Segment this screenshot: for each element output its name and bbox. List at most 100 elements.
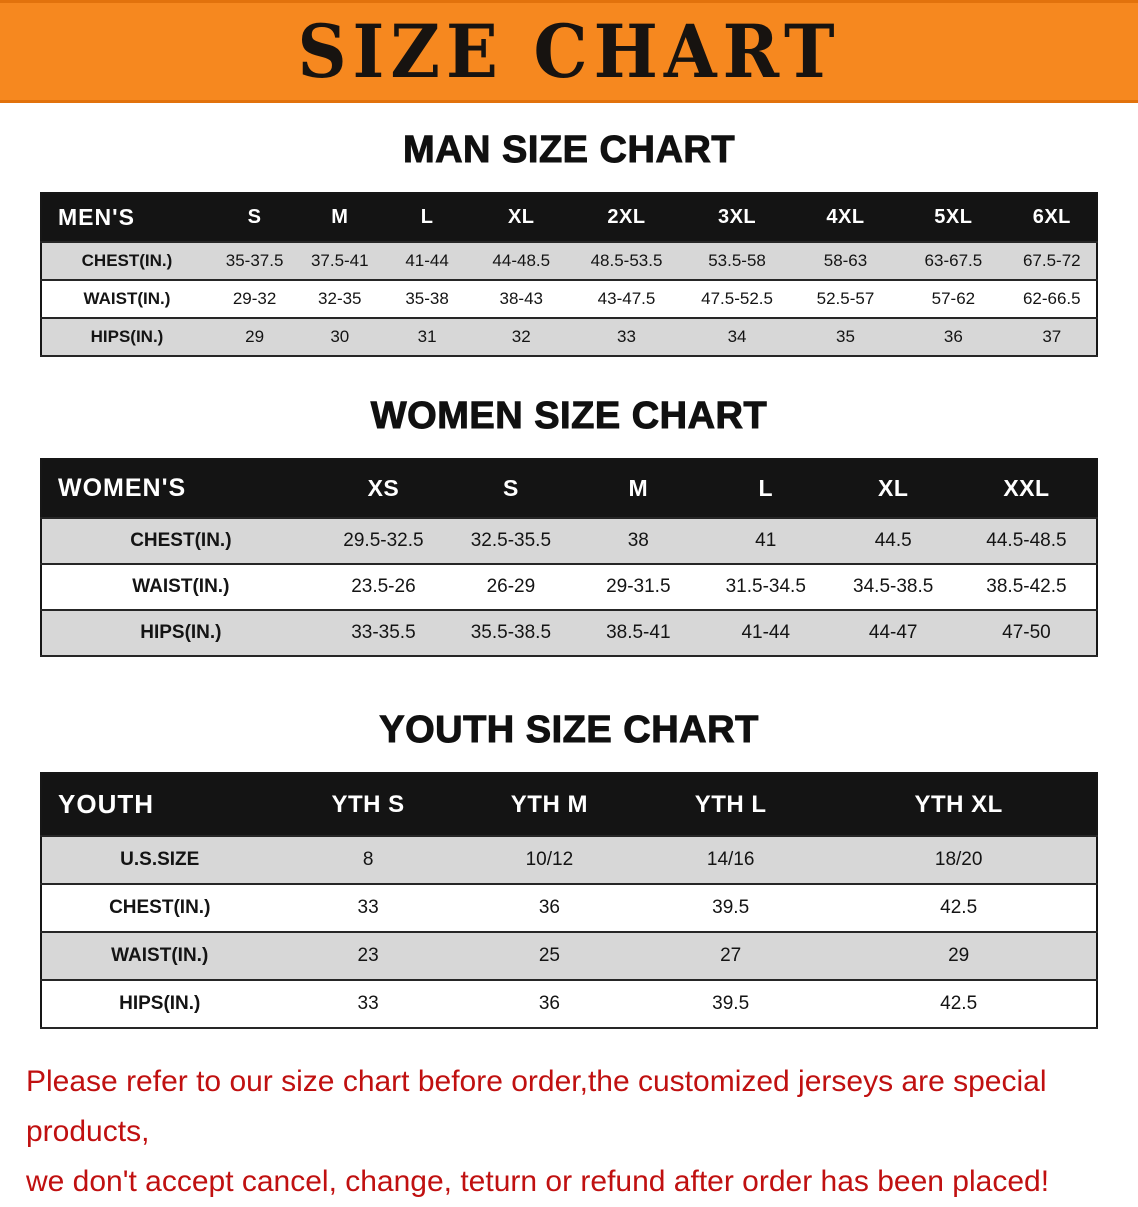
size-value-cell: 33 — [277, 980, 459, 1029]
size-value-cell: 18/20 — [821, 836, 1097, 885]
size-value-cell: 48.5-53.5 — [570, 242, 683, 281]
size-header-cell: 6XL — [1007, 193, 1097, 243]
size-value-cell: 25 — [458, 932, 641, 981]
size-value-cell: 41-44 — [382, 242, 472, 281]
size-header-cell: 4XL — [791, 193, 900, 243]
size-value-cell: 44-48.5 — [471, 242, 571, 281]
size-table-row: HIPS(IN.) 33-35.5 35.5-38.5 38.5-41 41-44 44-… — [41, 610, 1097, 657]
size-value-cell: 30 — [297, 318, 383, 357]
size-value-cell: 34 — [682, 318, 792, 357]
size-value-cell: 44.5 — [829, 518, 957, 565]
men-section-heading: MAN SIZE CHART — [402, 129, 736, 172]
size-header-cell: XL — [829, 459, 957, 519]
size-header-cell: YTH L — [640, 773, 822, 837]
size-value-cell: 43-47.5 — [570, 280, 683, 319]
size-value-cell: 35-37.5 — [212, 242, 298, 281]
size-header-cell: YTH XL — [821, 773, 1097, 837]
size-value-cell: 8 — [277, 836, 459, 885]
size-chart-banner: SIZE CHART — [0, 0, 1138, 103]
size-table-row: WAIST(IN.) 29-32 32-35 35-38 38-43 43-47.5 47.… — [41, 280, 1097, 319]
size-value-cell: 44-47 — [829, 610, 957, 657]
size-value-cell: 23 — [277, 932, 459, 981]
size-table-row: HIPS(IN.) 33 36 39.5 42.5 — [41, 980, 1097, 1029]
size-value-cell: 35.5-38.5 — [447, 610, 575, 657]
size-value-cell: 34.5-38.5 — [829, 564, 957, 611]
size-header-cell: M — [297, 193, 383, 243]
table-title-cell: YOUTH — [41, 773, 278, 837]
size-value-cell: 33 — [277, 884, 459, 933]
size-value-cell: 33-35.5 — [319, 610, 448, 657]
size-value-cell: 36 — [458, 980, 641, 1029]
size-header-cell: S — [212, 193, 298, 243]
size-value-cell: 39.5 — [640, 884, 822, 933]
size-value-cell: 29 — [212, 318, 298, 357]
size-table-row: WAIST(IN.) 23 25 27 29 — [41, 932, 1097, 981]
size-value-cell: 35-38 — [382, 280, 472, 319]
size-table-row: HIPS(IN.) 29 30 31 32 33 34 35 36 37 — [41, 318, 1097, 357]
size-table-row: CHEST(IN.) 33 36 39.5 42.5 — [41, 884, 1097, 933]
size-table-row: U.S.SIZE 8 10/12 14/16 18/20 — [41, 836, 1097, 885]
size-value-cell: 33 — [570, 318, 683, 357]
size-table-row: CHEST(IN.) 35-37.5 37.5-41 41-44 44-48.5 48.5… — [41, 242, 1097, 281]
size-value-cell: 14/16 — [640, 836, 822, 885]
row-label-cell: CHEST(IN.) — [41, 518, 320, 565]
women-size-table: WOMEN'S XS S M L XL XXL CHEST(IN.) 29.5-32.5 32.5… — [40, 458, 1098, 657]
size-value-cell: 41 — [702, 518, 830, 565]
size-value-cell: 62-66.5 — [1007, 280, 1097, 319]
youth-size-table: YOUTH YTH S YTH M YTH L YTH XL U.S.SIZE 8 10/12… — [40, 772, 1098, 1029]
size-value-cell: 38.5-42.5 — [956, 564, 1097, 611]
size-value-cell: 67.5-72 — [1007, 242, 1097, 281]
size-value-cell: 36 — [899, 318, 1008, 357]
size-value-cell: 32 — [471, 318, 571, 357]
row-label-cell: CHEST(IN.) — [41, 242, 212, 281]
size-value-cell: 53.5-58 — [682, 242, 792, 281]
size-value-cell: 38 — [574, 518, 703, 565]
size-header-cell: YTH S — [277, 773, 459, 837]
size-value-cell: 27 — [640, 932, 822, 981]
size-header-cell: XL — [471, 193, 571, 243]
size-value-cell: 38-43 — [471, 280, 571, 319]
size-value-cell: 36 — [458, 884, 641, 933]
row-label-cell: HIPS(IN.) — [41, 980, 278, 1029]
disclaimer-line-1: Please refer to our size chart before or… — [26, 1065, 1047, 1148]
size-header-cell: YTH M — [458, 773, 641, 837]
size-value-cell: 31.5-34.5 — [702, 564, 830, 611]
size-header-cell: 3XL — [682, 193, 792, 243]
size-value-cell: 52.5-57 — [791, 280, 900, 319]
size-value-cell: 38.5-41 — [574, 610, 703, 657]
size-value-cell: 29-31.5 — [574, 564, 703, 611]
size-value-cell: 41-44 — [702, 610, 830, 657]
size-table-header-row: YOUTH YTH S YTH M YTH L YTH XL — [41, 773, 1097, 837]
size-value-cell: 37 — [1007, 318, 1097, 357]
size-value-cell: 29 — [821, 932, 1097, 981]
size-value-cell: 29-32 — [212, 280, 298, 319]
size-value-cell: 42.5 — [821, 884, 1097, 933]
size-value-cell: 42.5 — [821, 980, 1097, 1029]
row-label-cell: HIPS(IN.) — [41, 318, 212, 357]
table-title-cell: MEN'S — [41, 193, 212, 243]
men-size-table: MEN'S S M L XL 2XL 3XL 4XL 5XL 6XL CHEST(IN.) 35-37… — [40, 192, 1098, 357]
row-label-cell: WAIST(IN.) — [41, 564, 320, 611]
table-title-cell: WOMEN'S — [41, 459, 320, 519]
size-value-cell: 32.5-35.5 — [447, 518, 575, 565]
row-label-cell: HIPS(IN.) — [41, 610, 320, 657]
row-label-cell: U.S.SIZE — [41, 836, 278, 885]
size-value-cell: 32-35 — [297, 280, 383, 319]
banner-title: SIZE CHART — [297, 8, 841, 95]
size-value-cell: 35 — [791, 318, 900, 357]
size-value-cell: 26-29 — [447, 564, 575, 611]
size-value-cell: 63-67.5 — [899, 242, 1008, 281]
row-label-cell: CHEST(IN.) — [41, 884, 278, 933]
disclaimer-text: Please refer to our size chart before or… — [26, 1057, 1120, 1207]
size-value-cell: 57-62 — [899, 280, 1008, 319]
size-table-row: CHEST(IN.) 29.5-32.5 32.5-35.5 38 41 44.5 44.5… — [41, 518, 1097, 565]
youth-section-heading: YOUTH SIZE CHART — [379, 709, 759, 752]
size-header-cell: L — [382, 193, 472, 243]
size-header-cell: L — [702, 459, 830, 519]
size-header-cell: XS — [319, 459, 448, 519]
size-value-cell: 37.5-41 — [297, 242, 383, 281]
size-table-header-row: MEN'S S M L XL 2XL 3XL 4XL 5XL 6XL — [41, 193, 1097, 243]
size-header-cell: 2XL — [570, 193, 683, 243]
size-header-cell: 5XL — [899, 193, 1008, 243]
row-label-cell: WAIST(IN.) — [41, 280, 212, 319]
